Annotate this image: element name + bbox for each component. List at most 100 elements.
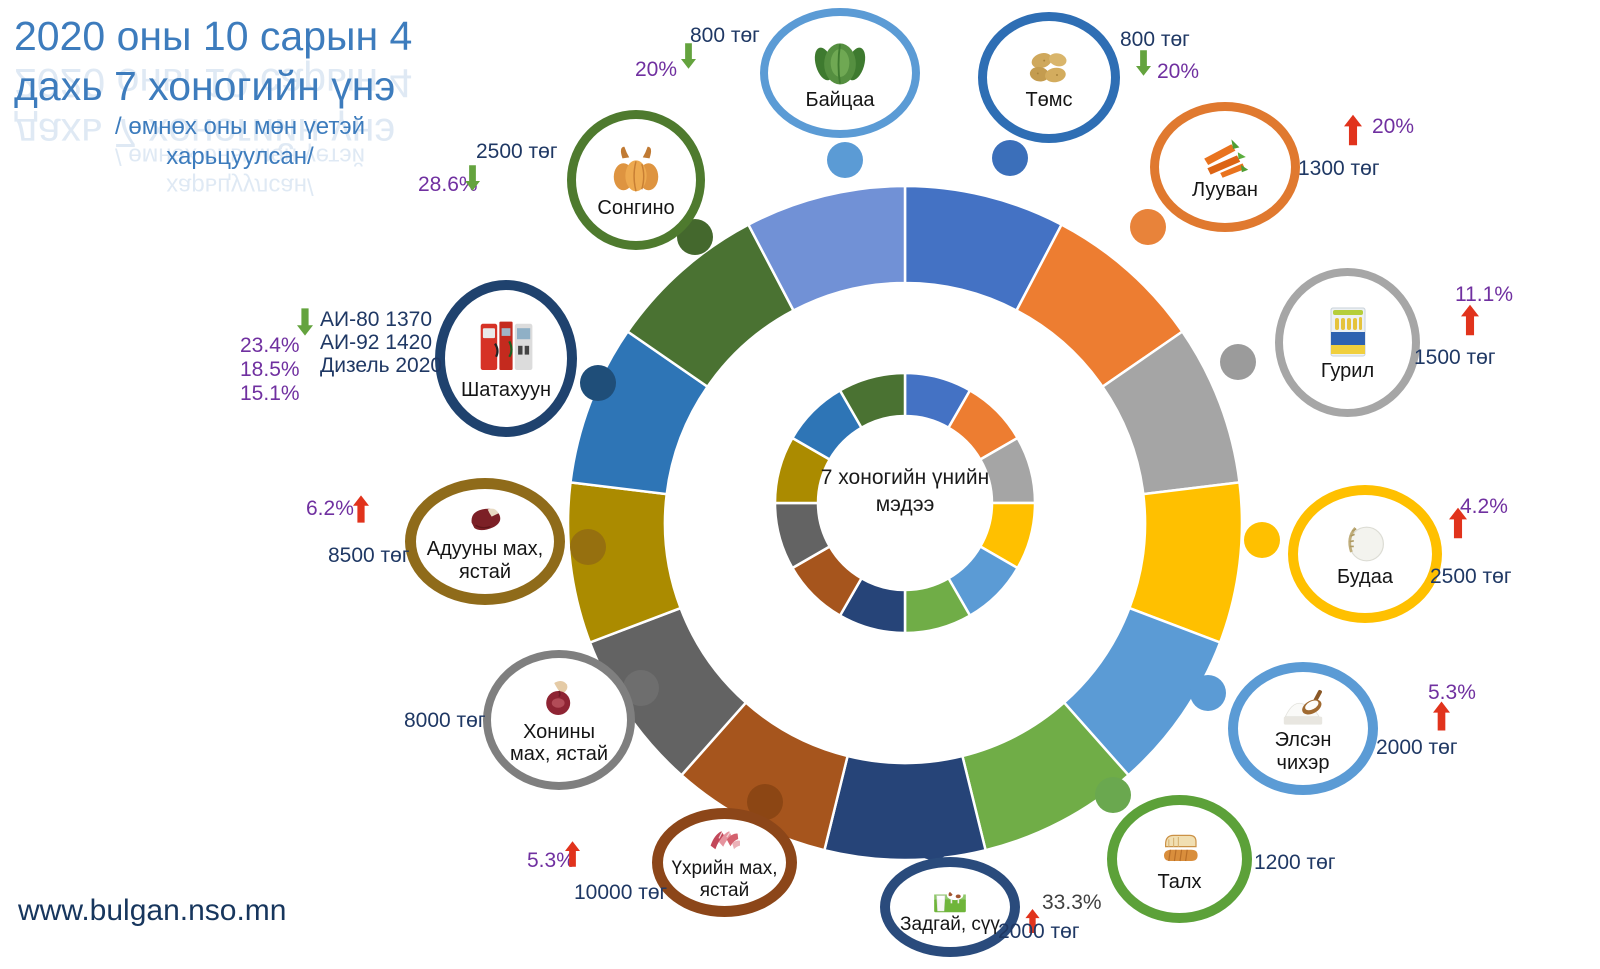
fuel-type-ai80: АИ-80 1370 (320, 308, 433, 331)
price-carrot: 1300 төг (1298, 157, 1380, 180)
price-bread: 1200 төг (1254, 851, 1336, 874)
price-horse-meat: 8500 төг (328, 544, 410, 567)
item-circle-sugar: Элсэн чихэр (1228, 662, 1378, 795)
connector-dot-rice (1244, 522, 1280, 558)
wheel-center-label: 7 хоногийн үнийн мэдээ (820, 466, 990, 517)
connector-dot-fuel (580, 365, 616, 401)
connector-dot-bread (1095, 777, 1131, 813)
sugar-icon (1283, 690, 1323, 725)
mutton-icon (546, 680, 571, 715)
item-label-sugar: Элсэн чихэр (1274, 729, 1332, 774)
item-circle-potato: Төмс (978, 12, 1120, 143)
page-title: 2020 оны 10 сарын 4 2020 оны 10 сарын 4 д… (14, 13, 466, 199)
price-milk: 2000 төг (998, 920, 1080, 943)
bread-icon (1163, 834, 1198, 861)
item-circle-carrot: Лууван (1150, 102, 1300, 232)
carrot-icon (1204, 139, 1249, 178)
change-flour: 11.1% (1455, 283, 1513, 306)
change-beef: 5.3% (527, 849, 575, 872)
ring-segment (822, 754, 988, 862)
item-circle-beef: Үхрийн мах, ястай (652, 808, 797, 917)
item-label-cabbage: Байцаа (805, 88, 875, 111)
subtitle-line-1: / өмнөх оны мөн үетэй / өмнөх оны мөн үет… (14, 113, 466, 169)
price-mutton: 8000 төг (404, 709, 486, 732)
item-label-mutton: Хонины мах, ястай (509, 720, 609, 765)
price-onion: 2500 төг (476, 140, 558, 163)
change-rice: 4.2% (1460, 495, 1508, 518)
ring-segment (746, 184, 907, 313)
item-circle-cabbage: Байцаа (760, 8, 920, 138)
change-horse-meat: 6.2% (306, 497, 354, 520)
up-arrow-icon (1344, 114, 1362, 146)
inner-ring (773, 371, 1037, 635)
change-milk: 33.3% (1042, 891, 1102, 914)
cabbage-icon (814, 43, 866, 85)
price-potato: 800 төг (1120, 28, 1190, 51)
item-circle-rice: Будаа (1288, 485, 1442, 623)
down-arrow-icon (1136, 50, 1151, 76)
price-rice: 2500 төг (1430, 565, 1512, 588)
ring-segment (838, 371, 907, 430)
change-fuel-diesel: 15.1% (240, 382, 300, 405)
connector-dot-carrot (1130, 209, 1166, 245)
price-sugar: 2000 төг (1376, 736, 1458, 759)
beef-icon (710, 831, 740, 850)
change-cabbage: 20% (635, 58, 678, 81)
rice-icon (1348, 526, 1384, 562)
item-label-carrot: Лууван (1192, 178, 1258, 201)
down-arrow-icon (681, 43, 696, 69)
connector-dot-potato (992, 140, 1028, 176)
item-circle-fuel: Шатахуун (435, 280, 577, 437)
up-arrow-icon (565, 841, 580, 867)
potato-icon (1029, 53, 1067, 83)
onion-icon (613, 146, 659, 192)
milk-icon (934, 889, 966, 913)
connector-dot-cabbage (827, 142, 863, 178)
change-fuel-ai80: 23.4% (240, 334, 300, 357)
item-circle-bread: Талх (1107, 795, 1252, 923)
fuel-type-diesel: Дизель 2020 (320, 354, 443, 377)
connector-dot-sugar (1190, 675, 1226, 711)
item-label-fuel: Шатахуун (460, 379, 552, 402)
change-onion: 28.6% (418, 173, 478, 196)
website-url: www.bulgan.nso.mn (18, 894, 287, 927)
fuel-type-ai92: АИ-92 1420 (320, 331, 433, 354)
down-arrow-icon (297, 308, 313, 336)
title-line-2: дахь 7 хоногийн үнэ дахь 7 хоногийн үнэ (14, 63, 466, 156)
up-arrow-icon (353, 495, 369, 523)
change-potato: 20% (1157, 60, 1200, 83)
item-label-rice: Будаа (1337, 565, 1393, 588)
up-arrow-icon (1461, 304, 1479, 336)
change-carrot: 20% (1372, 115, 1415, 138)
change-fuel-ai92: 18.5% (240, 358, 300, 381)
item-label-potato: Төмс (1025, 89, 1073, 112)
item-circle-mutton: Хонины мах, ястай (483, 650, 635, 790)
item-label-bread: Талх (1157, 870, 1202, 893)
outer-ring (566, 184, 1244, 862)
connector-dot-flour (1220, 344, 1256, 380)
item-label-onion: Сонгино (597, 196, 675, 219)
item-label-milk: Задгай, сүү (900, 914, 1000, 936)
flour-icon (1330, 307, 1365, 357)
price-cabbage: 800 төг (690, 24, 760, 47)
price-flour: 1500 төг (1414, 346, 1496, 369)
fuel-icon (480, 321, 533, 371)
item-circle-horse-meat: Адууны мах, ястай (405, 478, 565, 605)
item-label-flour: Гурил (1320, 360, 1375, 383)
up-arrow-icon (1449, 507, 1467, 539)
price-beef: 10000 төг (574, 881, 668, 904)
connector-dot-milk (913, 820, 953, 860)
connector-dot-horse-meat (570, 529, 606, 565)
down-arrow-icon (465, 165, 480, 191)
item-circle-flour: Гурил (1275, 268, 1420, 417)
subtitle-line-2: харьцуулсан/харьцуулсан/ (14, 143, 466, 199)
horse-meat-icon (471, 508, 501, 531)
item-label-beef: Үхрийн мах, ястай (671, 858, 778, 901)
up-arrow-icon (1025, 909, 1040, 933)
up-arrow-icon (1433, 701, 1450, 731)
item-circle-onion: Сонгино (567, 110, 705, 250)
item-label-horse-meat: Адууны мах, ястай (426, 538, 544, 583)
title-line-1: 2020 оны 10 сарын 4 2020 оны 10 сарын 4 (14, 13, 466, 106)
